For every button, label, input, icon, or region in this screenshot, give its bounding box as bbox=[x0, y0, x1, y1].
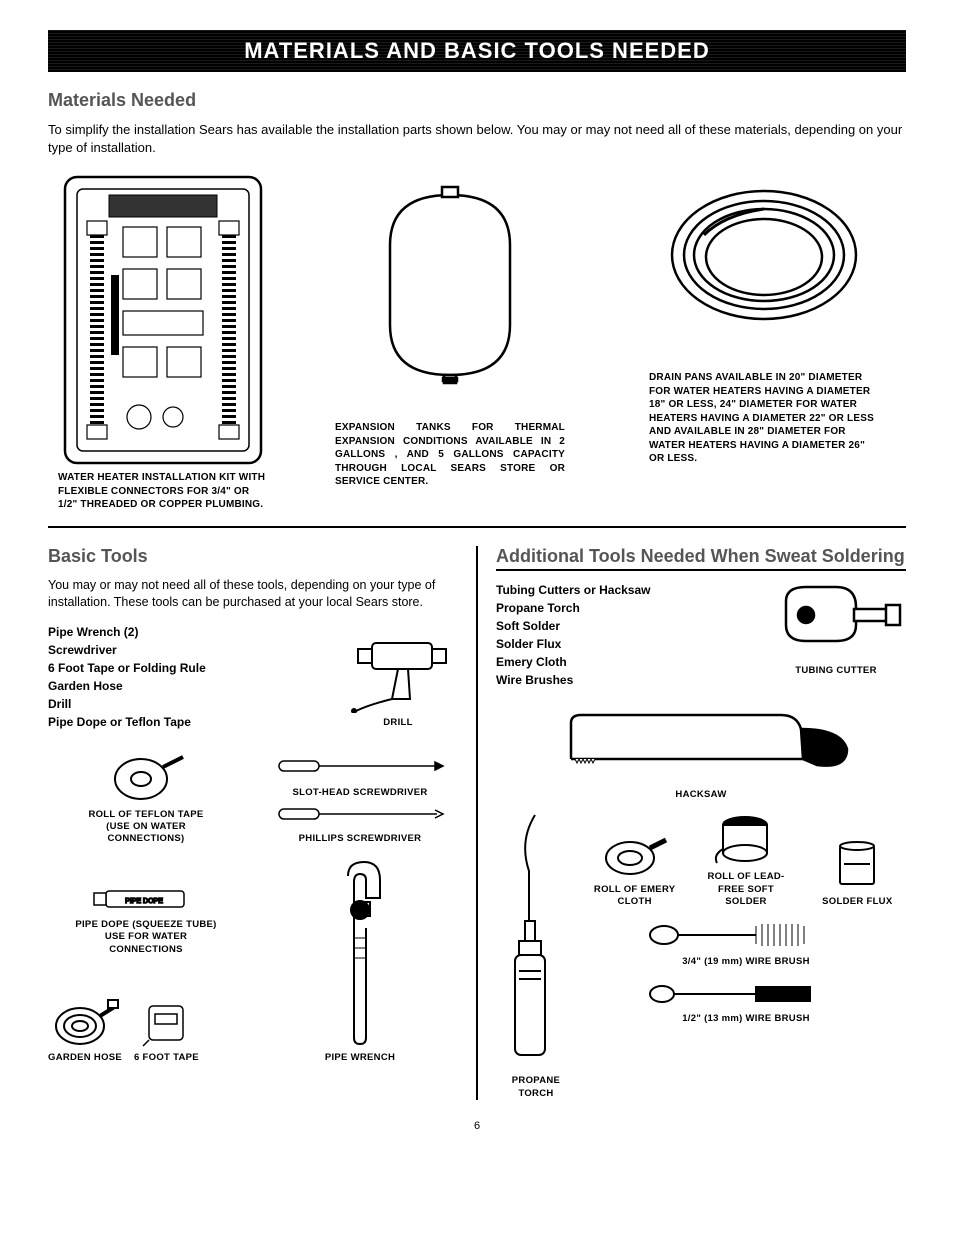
wire-brush-34-label: 3/4" (19 mm) WIRE BRUSH bbox=[682, 956, 810, 968]
list-item: Pipe Dope or Teflon Tape bbox=[48, 713, 318, 731]
section-banner: MATERIALS AND BASIC TOOLS NEEDED bbox=[48, 30, 906, 72]
pipe-dope-figure: PIPE DOPE PIPE DOPE (SQUEEZE TUBE) USE F… bbox=[48, 881, 244, 956]
solder-flux-figure: SOLDER FLUX bbox=[809, 836, 906, 908]
solder-flux-label: SOLDER FLUX bbox=[822, 896, 892, 908]
list-item: Wire Brushes bbox=[496, 671, 750, 689]
teflon-tape-figure: ROLL OF TEFLON TAPE (USE ON WATER CONNEC… bbox=[48, 749, 244, 846]
materials-heading: Materials Needed bbox=[48, 90, 906, 111]
materials-intro: To simplify the installation Sears has a… bbox=[48, 121, 906, 157]
garden-hose-label: GARDEN HOSE bbox=[48, 1052, 122, 1064]
list-item: 6 Foot Tape or Folding Rule bbox=[48, 659, 318, 677]
kit-caption: WATER HEATER INSTALLATION KIT WITH FLEXI… bbox=[58, 471, 268, 512]
svg-text:PIPE DOPE: PIPE DOPE bbox=[125, 898, 163, 905]
emery-cloth-figure: ROLL OF EMERY CLOTH bbox=[586, 830, 683, 909]
drill-figure: DRILL bbox=[338, 623, 458, 729]
list-item: Solder Flux bbox=[496, 635, 750, 653]
pipe-dope-label: PIPE DOPE (SQUEEZE TUBE) USE FOR WATER C… bbox=[71, 919, 221, 956]
materials-figures-row: WATER HEATER INSTALLATION KIT WITH FLEXI… bbox=[48, 175, 906, 512]
wire-brush-12-figure: 1/2" (13 mm) WIRE BRUSH bbox=[586, 979, 906, 1025]
solder-roll-figure: ROLL OF LEAD-FREE SOFT SOLDER bbox=[697, 811, 794, 908]
additional-heading: Additional Tools Needed When Sweat Solde… bbox=[496, 546, 906, 571]
expansion-tank-figure bbox=[360, 175, 540, 385]
hacksaw-figure: HACKSAW bbox=[496, 709, 906, 801]
garden-hose-figure: GARDEN HOSE bbox=[48, 992, 122, 1064]
tubing-cutter-label: TUBING CUTTER bbox=[795, 665, 876, 677]
solder-roll-label: ROLL OF LEAD-FREE SOFT SOLDER bbox=[697, 871, 794, 908]
tubing-cutter-figure: TUBING CUTTER bbox=[766, 581, 906, 677]
screwdrivers-figure: SLOT-HEAD SCREWDRIVER PHILLIPS SCREWDRIV… bbox=[262, 753, 458, 846]
drill-label: DRILL bbox=[383, 717, 412, 729]
list-item: Emery Cloth bbox=[496, 653, 750, 671]
emery-cloth-label: ROLL OF EMERY CLOTH bbox=[586, 884, 683, 909]
six-foot-tape-label: 6 FOOT TAPE bbox=[134, 1052, 199, 1064]
list-item: Tubing Cutters or Hacksaw bbox=[496, 581, 750, 599]
pipe-wrench-figure: PIPE WRENCH bbox=[262, 858, 458, 1064]
basic-tools-list: Pipe Wrench (2) Screwdriver 6 Foot Tape … bbox=[48, 623, 318, 731]
horizontal-divider bbox=[48, 526, 906, 528]
propane-torch-figure: PROPANE TORCH bbox=[496, 811, 576, 1100]
basic-tools-intro: You may or may not need all of these too… bbox=[48, 577, 458, 611]
list-item: Garden Hose bbox=[48, 677, 318, 695]
six-foot-tape-figure: 6 FOOT TAPE bbox=[134, 992, 199, 1064]
installation-kit-figure bbox=[63, 175, 263, 465]
list-item: Pipe Wrench (2) bbox=[48, 623, 318, 641]
wire-brush-34-figure: 3/4" (19 mm) WIRE BRUSH bbox=[586, 918, 906, 968]
teflon-label: ROLL OF TEFLON TAPE (USE ON WATER CONNEC… bbox=[81, 809, 211, 846]
list-item: Propane Torch bbox=[496, 599, 750, 617]
list-item: Screwdriver bbox=[48, 641, 318, 659]
page-number: 6 bbox=[48, 1120, 906, 1132]
wire-brush-12-label: 1/2" (13 mm) WIRE BRUSH bbox=[682, 1013, 810, 1025]
drain-pan-figure bbox=[664, 175, 864, 335]
list-item: Drill bbox=[48, 695, 318, 713]
slot-screwdriver-label: SLOT-HEAD SCREWDRIVER bbox=[292, 787, 427, 799]
pipe-wrench-label: PIPE WRENCH bbox=[325, 1052, 395, 1064]
list-item: Soft Solder bbox=[496, 617, 750, 635]
basic-tools-heading: Basic Tools bbox=[48, 546, 458, 567]
phillips-screwdriver-label: PHILLIPS SCREWDRIVER bbox=[299, 833, 422, 845]
hacksaw-label: HACKSAW bbox=[675, 789, 726, 801]
pan-caption: DRAIN PANS AVAILABLE IN 20" DIAMETER FOR… bbox=[649, 371, 879, 466]
additional-list: Tubing Cutters or Hacksaw Propane Torch … bbox=[496, 581, 750, 689]
tank-caption: EXPANSION TANKS FOR THERMAL EXPANSION CO… bbox=[335, 421, 565, 489]
propane-torch-label: PROPANE TORCH bbox=[496, 1075, 576, 1100]
